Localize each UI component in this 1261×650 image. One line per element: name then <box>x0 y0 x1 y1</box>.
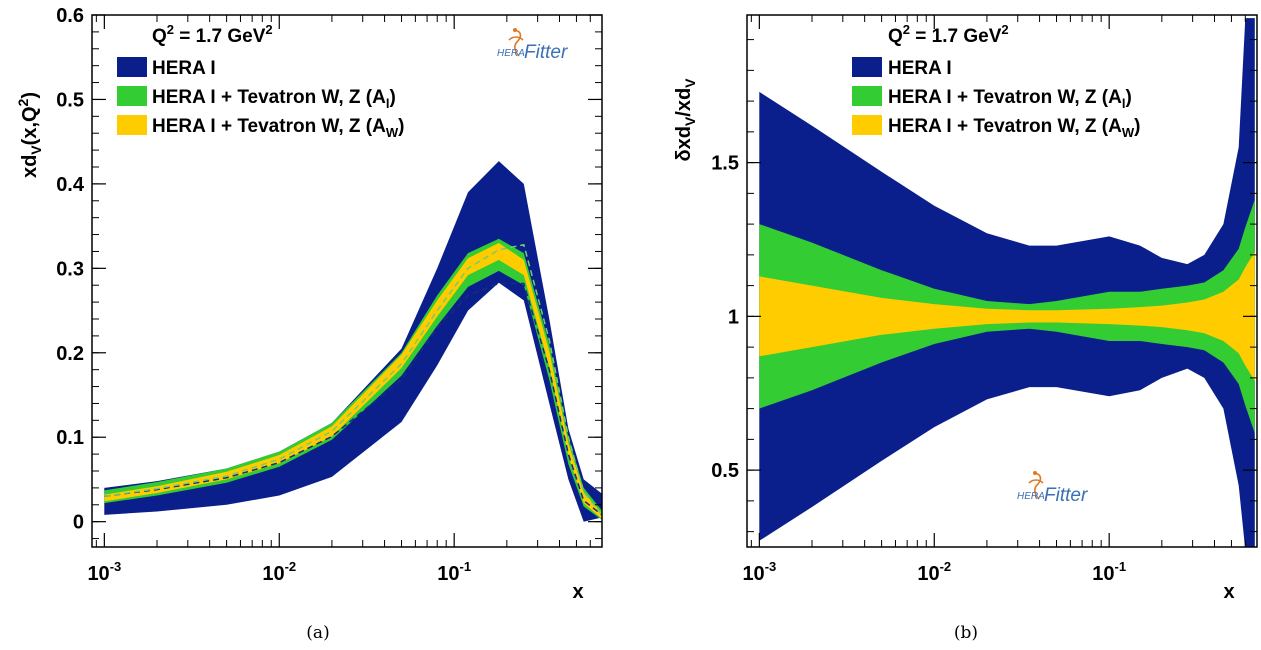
legend-label-hera: HERA I <box>888 58 952 79</box>
legend-swatch-hera-aw <box>852 115 882 135</box>
herafitter-logo-big: Fitter <box>524 42 568 63</box>
panel-a-dashed-curves <box>104 243 602 516</box>
band-series-0 <box>759 18 1255 547</box>
panel-a-xlabel: x <box>572 581 583 603</box>
panel-a-annotation: Q2 = 1.7 GeV2 <box>152 22 273 47</box>
band-series-2 <box>759 251 1255 381</box>
panel-b-xlabel: x <box>1223 581 1234 603</box>
panel-a: 10-3 10-2 10-1 0 0.1 0.2 0.3 0.4 0.5 0.6 xdV(x,Q2… <box>15 5 603 643</box>
y-tick-label: 0 <box>73 512 84 534</box>
herafitter-logo-dot <box>513 28 517 32</box>
panel-a-caption: (a) <box>306 623 329 643</box>
panel-b-legend: HERA I HERA I + Tevatron W, Z (Al) HERA … <box>852 57 1140 140</box>
herafitter-logo-dot <box>1033 471 1037 475</box>
y-tick-label: 0.5 <box>56 89 84 111</box>
x-tick-label: 10-3 <box>87 559 121 585</box>
panel-b-frame <box>746 14 1258 548</box>
legend-swatch-hera <box>852 57 882 77</box>
panel-b-ylabel: δxdV/xdV <box>673 78 698 162</box>
y-tick-label: 0.2 <box>56 343 84 365</box>
band-series-2 <box>104 243 602 520</box>
panel-b-annotation: Q2 = 1.7 GeV2 <box>888 22 1009 47</box>
legend-label-hera-aw: HERA I + Tevatron W, Z (AW) <box>888 116 1140 140</box>
y-tick-label: 0.3 <box>56 258 84 280</box>
herafitter-logo-big: Fitter <box>1044 485 1088 506</box>
y-tick-label: 1 <box>728 306 739 328</box>
herafitter-logo-small: HERA <box>1017 491 1045 502</box>
x-tick-label: 10-2 <box>262 559 296 585</box>
y-tick-label: 0.6 <box>56 5 84 27</box>
dashed-curve-0 <box>104 282 602 516</box>
x-tick-label: 10-2 <box>917 559 951 585</box>
panel-a-herafitter-logo: HERA Fitter <box>497 28 568 63</box>
legend-swatch-hera <box>117 57 147 77</box>
panel-b-ticks: 10-3 10-2 10-1 0.5 1 1.5 <box>711 15 1257 585</box>
x-tick-label: 10-1 <box>1092 559 1126 585</box>
legend-label-hera-al: HERA I + Tevatron W, Z (Al) <box>152 87 396 111</box>
legend-label-hera-aw: HERA I + Tevatron W, Z (AW) <box>152 116 404 140</box>
legend-swatch-hera-al <box>852 86 882 106</box>
y-tick-label: 0.4 <box>56 174 85 196</box>
legend-swatch-hera-al <box>117 86 147 106</box>
y-tick-label: 0.1 <box>56 427 84 449</box>
panel-a-ticks: 10-3 10-2 10-1 0 0.1 0.2 0.3 0.4 0.5 0.6 <box>56 5 602 585</box>
legend-label-hera-al: HERA I + Tevatron W, Z (Al) <box>888 87 1132 111</box>
herafitter-logo-small: HERA <box>497 48 525 59</box>
legend-label-hera: HERA I <box>152 58 216 79</box>
panel-b-bands <box>759 18 1255 547</box>
x-tick-label: 10-3 <box>742 559 776 585</box>
legend-swatch-hera-aw <box>117 115 147 135</box>
panel-b: 10-3 10-2 10-1 0.5 1 1.5 δxdV/xdV x Q2 = 1.7 … <box>673 14 1258 643</box>
panel-b-herafitter-logo: HERA Fitter <box>1017 471 1088 506</box>
herafitter-logo-swirl <box>508 29 524 57</box>
y-tick-label: 0.5 <box>711 460 739 482</box>
x-tick-label: 10-1 <box>437 559 471 585</box>
y-tick-label: 1.5 <box>711 153 739 175</box>
herafitter-logo-swirl <box>1028 472 1044 500</box>
dashed-curve-1 <box>104 243 602 516</box>
panel-a-frame <box>91 14 603 548</box>
panel-a-ylabel: xdV(x,Q2) <box>15 92 44 178</box>
panel-b-caption: (b) <box>954 623 978 643</box>
band-series-0 <box>104 161 602 522</box>
panel-a-bands <box>104 161 602 522</box>
panel-a-legend: HERA I HERA I + Tevatron W, Z (Al) HERA … <box>117 57 404 140</box>
